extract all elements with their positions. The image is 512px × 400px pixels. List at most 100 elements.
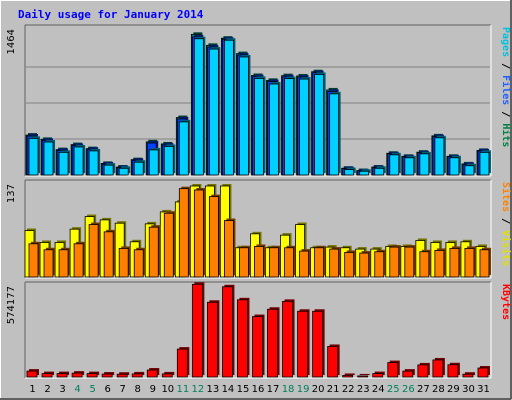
bar — [43, 141, 54, 176]
x-tick-label: 22 — [342, 384, 355, 395]
panel-max-label: 574177 — [6, 286, 17, 324]
bar-pages-day-19 — [299, 77, 311, 176]
bar — [208, 48, 219, 176]
x-tick-label: 29 — [447, 384, 460, 395]
bar-sites-day-28 — [434, 248, 446, 278]
bar-pages-day-25 — [389, 152, 401, 176]
bar — [359, 170, 370, 176]
bar-sites-day-27 — [419, 249, 431, 278]
panel-top: 1464 Pages / Files / Hits — [6, 24, 512, 177]
bar — [479, 151, 490, 176]
bar — [163, 146, 174, 176]
x-tick-label: 23 — [357, 384, 370, 395]
bar-shadow — [104, 372, 115, 375]
x-tick-label: 27 — [417, 384, 430, 395]
bar — [224, 39, 234, 176]
panel-max-label: 1464 — [6, 29, 17, 54]
bar — [176, 348, 188, 378]
bar — [41, 373, 53, 378]
bar — [284, 247, 294, 278]
bar — [434, 250, 445, 278]
bar — [103, 164, 114, 176]
x-tick-label: 6 — [104, 384, 110, 395]
bar — [389, 154, 400, 176]
bar-pages-day-7 — [118, 166, 131, 176]
bar — [148, 149, 159, 176]
bar — [191, 283, 203, 378]
chart-panels: 1464 Pages / Files / Hits 137 Sites / Visit… — [6, 24, 512, 379]
x-tick-label: 2 — [44, 384, 50, 395]
bar — [239, 247, 249, 278]
bar — [163, 212, 174, 278]
bar-pages-day-13 — [208, 47, 221, 176]
bar — [133, 161, 144, 176]
bar-kbytes-day-6 — [101, 372, 115, 378]
bar-kbytes-day-5 — [86, 371, 100, 378]
bar — [208, 196, 219, 278]
bar — [222, 286, 233, 378]
bar — [56, 373, 68, 378]
x-tick-label: 5 — [89, 384, 95, 395]
bar-kbytes-day-23 — [357, 373, 370, 378]
bar-sites-day-17 — [269, 245, 281, 278]
bar-kbytes-day-28 — [432, 357, 445, 378]
bar-kbytes-day-27 — [417, 362, 430, 378]
x-tick-label: 17 — [267, 384, 280, 395]
bar — [193, 38, 204, 176]
x-tick-label: 30 — [462, 384, 475, 395]
bar — [314, 247, 325, 278]
bar-sites-day-12 — [193, 187, 206, 278]
bar — [464, 248, 475, 278]
bar — [372, 373, 384, 378]
bar-sites-day-26 — [404, 245, 416, 278]
bar-pages-day-27 — [419, 151, 431, 176]
bar — [267, 308, 278, 378]
bar-sites-day-20 — [314, 245, 326, 278]
bar — [58, 151, 69, 176]
bar — [374, 251, 385, 278]
bar-pages-day-28 — [434, 135, 446, 176]
bar-kbytes-day-30 — [462, 372, 475, 378]
bar — [329, 248, 340, 278]
bar-kbytes-day-9 — [146, 368, 160, 378]
bar-sites-day-31 — [479, 247, 491, 278]
bar — [224, 220, 234, 278]
bar-pages-day-29 — [449, 155, 461, 176]
panel-legend: KBytes — [500, 284, 511, 320]
bar — [28, 243, 39, 278]
x-axis-labels: 1 2 3 4 5 6 7 8 9 10 11 12 13 14 15 16 17 18 19 20 21 22 23 24 2… — [29, 384, 490, 395]
bar — [71, 372, 83, 378]
bar-sites-day-11 — [178, 186, 191, 278]
x-tick-label: 3 — [59, 384, 65, 395]
bar — [419, 251, 430, 278]
bar-kbytes-day-22 — [342, 373, 355, 378]
bar — [462, 373, 474, 378]
bar-sites-day-13 — [208, 194, 221, 278]
bar — [344, 252, 355, 278]
bar-kbytes-day-19 — [297, 309, 310, 378]
bar — [58, 249, 69, 278]
legend-entry: Hits — [500, 123, 512, 147]
bar-pages-day-18 — [284, 76, 296, 176]
bar — [357, 375, 369, 378]
bar — [282, 300, 293, 378]
bar-pages-day-20 — [314, 72, 326, 176]
bar — [28, 138, 39, 176]
bar-sites-day-24 — [374, 249, 386, 278]
bar — [103, 231, 114, 278]
bar-pages-day-5 — [88, 148, 101, 176]
bar — [86, 373, 98, 378]
bar-kbytes-day-8 — [131, 371, 145, 378]
bar-kbytes-day-3 — [56, 371, 70, 378]
bar-sites-day-9 — [148, 225, 161, 278]
bar-sites-day-8 — [133, 247, 146, 278]
x-tick-label: 13 — [207, 384, 220, 395]
x-tick-label: 21 — [327, 384, 340, 395]
bar-kbytes-day-4 — [71, 371, 85, 378]
legend-entry: / — [500, 57, 511, 75]
panel-max-label: 137 — [6, 184, 17, 203]
bar-sites-day-16 — [254, 244, 266, 278]
x-tick-label: 15 — [237, 384, 250, 395]
bar-pages-day-2 — [43, 140, 56, 176]
